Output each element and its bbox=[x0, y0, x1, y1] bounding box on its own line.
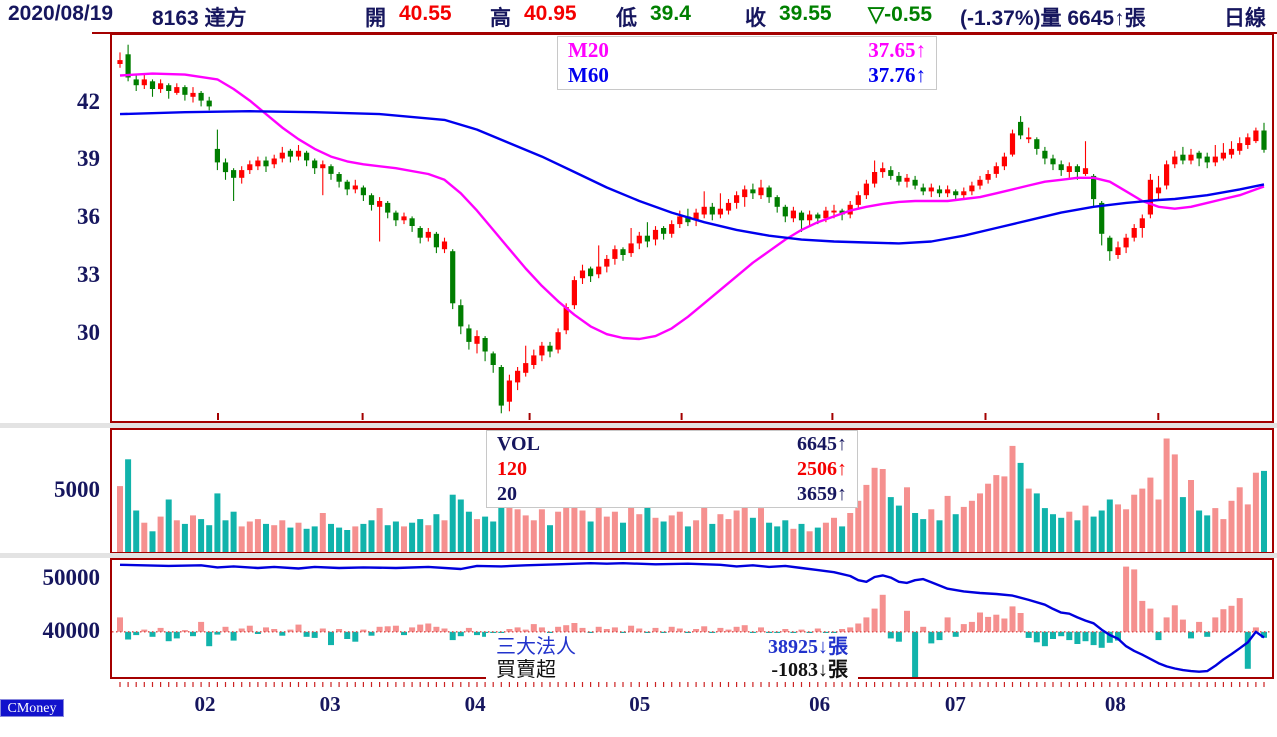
vol-ma120-value: 2506↑ bbox=[797, 458, 847, 480]
low-value: 39.4 bbox=[650, 2, 691, 25]
institutional-legend: 三大法人 38925↓張 買賣超 -1083↓張 bbox=[486, 633, 858, 681]
m20-value: 37.65↑ bbox=[868, 38, 926, 62]
close-label: 收 bbox=[745, 7, 766, 30]
cmoney-logo: CMoney bbox=[0, 699, 64, 717]
price-pane[interactable] bbox=[110, 33, 1274, 423]
x-axis-month-label: 08 bbox=[1104, 692, 1126, 716]
high-value: 40.95 bbox=[524, 2, 577, 25]
vol-value: 6645↑ bbox=[797, 433, 847, 455]
net-buy-sell-label: 買賣超 bbox=[496, 659, 556, 681]
institutional-line-label: 三大法人 bbox=[496, 636, 576, 658]
x-axis-month-label: 03 bbox=[319, 692, 341, 716]
period-daily-label: 日線 bbox=[1224, 7, 1266, 30]
daily-tick-row bbox=[119, 682, 1265, 687]
pane-separator bbox=[0, 423, 1277, 428]
pane-separator bbox=[0, 553, 1277, 558]
x-axis-month-label: 07 bbox=[944, 692, 966, 716]
x-axis-month-label: 06 bbox=[809, 692, 831, 716]
vol-ma120-label: 120 bbox=[497, 458, 527, 480]
net-buy-sell-value: -1083↓張 bbox=[771, 659, 848, 681]
institutional-axis-tick: 50000 bbox=[42, 564, 101, 590]
vol-ma20-value: 3659↑ bbox=[797, 483, 847, 505]
candlestick-chart[interactable] bbox=[112, 35, 1272, 421]
m60-value: 37.76↑ bbox=[868, 63, 926, 87]
open-value: 40.55 bbox=[399, 2, 452, 25]
institutional-axis-tick: 40000 bbox=[42, 617, 101, 643]
open-label: 開 bbox=[365, 7, 386, 30]
m20-label: M20 bbox=[568, 38, 609, 62]
vol-ma20-label: 20 bbox=[497, 483, 517, 505]
volume-bar-chart[interactable] bbox=[112, 430, 1272, 552]
x-axis-month-label: 05 bbox=[629, 692, 651, 716]
low-label: 低 bbox=[616, 7, 637, 30]
high-label: 高 bbox=[490, 7, 511, 30]
institutional-line-value: 38925↓張 bbox=[768, 636, 848, 658]
stock-symbol-name: 8163 達方 bbox=[152, 7, 247, 30]
percent-and-volume: (-1.37%)量 6645↑張 bbox=[960, 7, 1146, 30]
price-axis-tick: 39 bbox=[77, 146, 100, 172]
price-axis-tick: 30 bbox=[77, 320, 100, 346]
x-axis-month-label: 02 bbox=[194, 692, 216, 716]
price-change-value: ▽-0.55 bbox=[868, 3, 933, 26]
ma-legend: M20 37.65↑ M60 37.76↑ bbox=[557, 36, 937, 90]
close-value: 39.55 bbox=[779, 2, 832, 25]
volume-axis-tick: 5000 bbox=[54, 477, 100, 502]
institutional-net-chart[interactable] bbox=[112, 560, 1272, 677]
x-axis-month-label: 04 bbox=[464, 692, 486, 716]
quote-date: 2020/08/19 bbox=[8, 2, 114, 25]
m60-label: M60 bbox=[568, 63, 609, 87]
vol-label: VOL bbox=[497, 433, 540, 455]
price-axis-tick: 36 bbox=[77, 204, 100, 230]
price-axis-tick: 33 bbox=[77, 262, 100, 288]
volume-legend: VOL 6645↑ 120 2506↑ 20 3659↑ bbox=[486, 430, 858, 508]
price-axis-tick: 42 bbox=[77, 88, 100, 114]
